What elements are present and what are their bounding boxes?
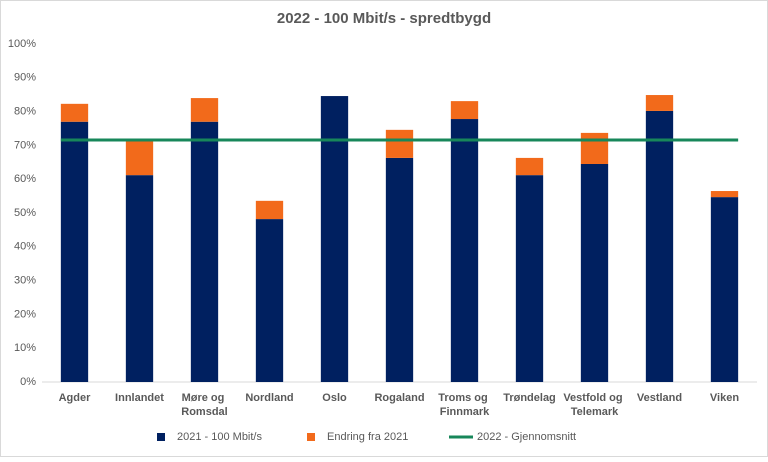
bar	[450, 119, 479, 382]
bar	[385, 129, 414, 158]
y-tick-label: 70%	[14, 139, 36, 151]
x-tick-label: Vestfold og Telemark	[563, 392, 625, 418]
bar	[255, 200, 284, 220]
x-tick-label: Innlandet	[115, 392, 164, 404]
y-tick-label: 100%	[8, 38, 36, 50]
bar	[190, 98, 219, 122]
bar	[710, 191, 739, 198]
x-tick-label: Oslo	[322, 392, 347, 404]
x-tick-label: Møre og Romsdal	[181, 392, 227, 418]
bar	[645, 110, 674, 382]
bar	[515, 175, 544, 382]
bar	[515, 157, 544, 176]
y-tick-label: 40%	[14, 241, 36, 253]
bar	[320, 96, 349, 382]
y-tick-label: 0%	[20, 376, 36, 388]
chart-title: 2022 - 100 Mbit/s - spredtbygd	[277, 10, 491, 27]
x-tick-label: Troms og Finnmark	[438, 392, 491, 418]
bar	[255, 219, 284, 382]
bar	[60, 121, 89, 383]
y-tick-label: 60%	[14, 173, 36, 185]
legend-label: 2021 - 100 Mbit/s	[177, 431, 262, 443]
legend-swatch	[307, 433, 315, 441]
bar	[710, 197, 739, 382]
legend-swatch	[157, 433, 165, 441]
bar	[60, 103, 89, 122]
x-tick-label: Trøndelag	[503, 392, 556, 404]
y-tick-label: 30%	[14, 275, 36, 287]
bar	[580, 163, 609, 382]
bar	[190, 121, 219, 383]
legend-label: Endring fra 2021	[327, 431, 408, 443]
bar	[450, 101, 479, 120]
bar	[580, 132, 609, 164]
y-tick-label: 20%	[14, 308, 36, 320]
bar	[125, 141, 154, 176]
legend-label: 2022 - Gjennomsnitt	[477, 431, 576, 443]
y-tick-label: 10%	[14, 342, 36, 354]
x-tick-label: Agder	[59, 392, 92, 404]
bar	[385, 157, 414, 382]
y-tick-label: 80%	[14, 106, 36, 118]
y-tick-label: 50%	[14, 207, 36, 219]
x-tick-label: Vestland	[637, 392, 682, 404]
x-tick-label: Rogaland	[374, 392, 424, 404]
x-tick-label: Nordland	[245, 392, 293, 404]
y-tick-label: 90%	[14, 72, 36, 84]
bar	[645, 95, 674, 111]
x-tick-label: Viken	[710, 392, 739, 404]
bar	[125, 175, 154, 382]
